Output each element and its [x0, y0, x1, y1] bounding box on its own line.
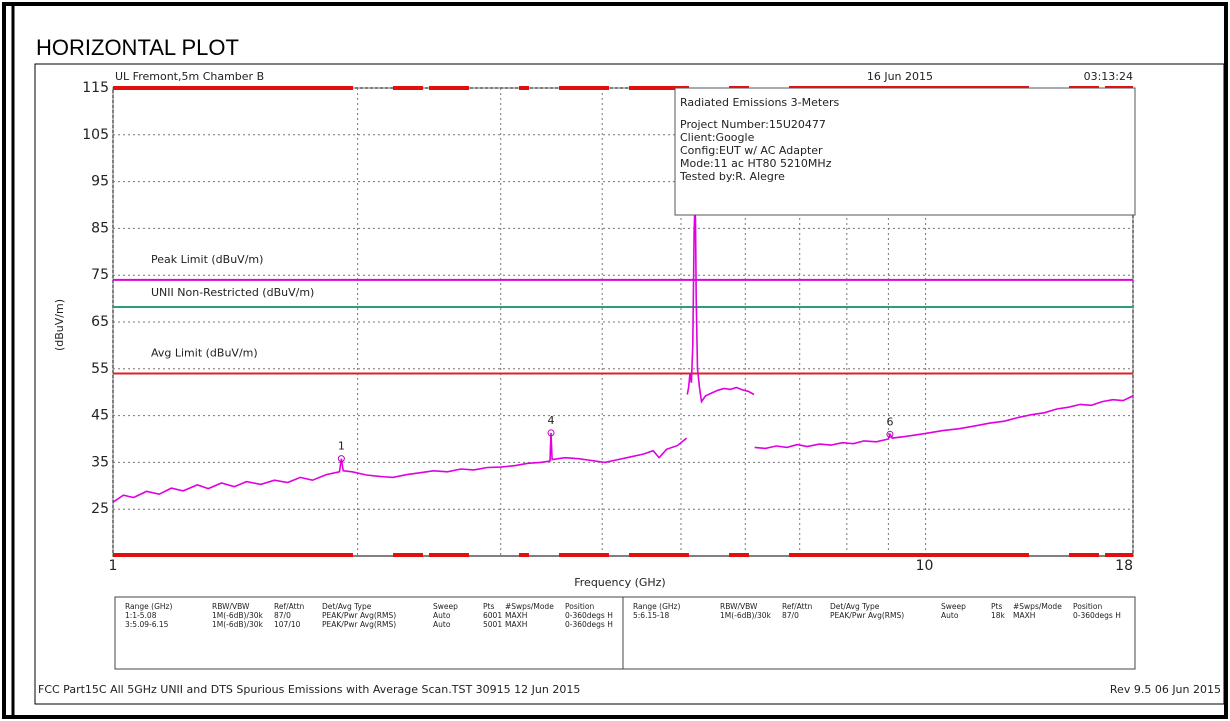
table-cell: 1M(-6dB)/30k [720, 611, 772, 620]
table-cell: PEAK/Pwr Avg(RMS) [322, 611, 396, 620]
info-line: Mode:11 ac HT80 5210MHz [680, 157, 832, 170]
table-cell: 18k [991, 611, 1006, 620]
table-header: Det/Avg Type [322, 602, 372, 611]
table-cell: 87/0 [782, 611, 799, 620]
y-tick-label: 115 [82, 80, 109, 96]
info-line: Tested by:R. Alegre [679, 170, 785, 183]
y-tick-label: 45 [91, 408, 109, 424]
table-cell: 1M(-6dB)/30k [212, 620, 264, 629]
table-cell: 1M(-6dB)/30k [212, 611, 264, 620]
info-line: Project Number:15U20477 [680, 118, 826, 131]
table-cell: MAXH [505, 620, 527, 629]
site-label: UL Fremont,5m Chamber B [115, 70, 264, 83]
marker [547, 429, 555, 437]
x-axis-label: Frequency (GHz) [574, 576, 665, 589]
time-label: 03:13:24 [1084, 70, 1133, 83]
marker [337, 455, 345, 463]
y-tick-label: 35 [91, 454, 109, 470]
info-title: Radiated Emissions 3-Meters [680, 96, 839, 109]
limit-label: Peak Limit (dBuV/m) [151, 253, 263, 266]
table-cell: Auto [433, 620, 451, 629]
y-tick-label: 75 [91, 267, 109, 283]
table-cell: 5001 [483, 620, 502, 629]
table-cell: PEAK/Pwr Avg(RMS) [322, 620, 396, 629]
footer-left: FCC Part15C All 5GHz UNII and DTS Spurio… [38, 683, 580, 696]
table-header: Position [565, 602, 594, 611]
marker [886, 430, 894, 438]
marker-label: 4 [548, 414, 555, 427]
table-cell: 5:6.15-18 [633, 611, 669, 620]
table-header: Ref/Attn [274, 602, 305, 611]
table-cell: 0-360degs H [565, 620, 613, 629]
table-header: Pts [483, 602, 494, 611]
table-cell: 1:1-5.08 [125, 611, 157, 620]
table-header: RBW/VBW [212, 602, 250, 611]
y-tick-label: 55 [91, 361, 109, 377]
table-cell: 3:5.09-6.15 [125, 620, 169, 629]
table-cell: Auto [941, 611, 959, 620]
marker-label: 6 [886, 415, 893, 428]
table-cell: 0-360degs H [1073, 611, 1121, 620]
y-axis-label: (dBuV/m) [53, 299, 66, 351]
table-cell: 0-360degs H [565, 611, 613, 620]
table-header: Pts [991, 602, 1002, 611]
y-tick-label: 105 [82, 127, 109, 143]
date-label: 16 Jun 2015 [867, 70, 933, 83]
table-header: Sweep [941, 602, 966, 611]
marker-label: 1 [338, 440, 345, 453]
table-header: Range (GHz) [633, 602, 680, 611]
footer-right: Rev 9.5 06 Jun 2015 [1110, 683, 1221, 696]
table-header: RBW/VBW [720, 602, 758, 611]
info-line: Client:Google [680, 131, 755, 144]
table-header: Ref/Attn [782, 602, 813, 611]
y-tick-label: 25 [91, 501, 109, 517]
table-header: #Swps/Mode [1013, 602, 1062, 611]
table-cell: MAXH [505, 611, 527, 620]
settings-table [114, 596, 1136, 670]
y-tick-label: 95 [91, 174, 109, 190]
y-tick-label: 65 [91, 314, 109, 330]
limit-label: UNII Non-Restricted (dBuV/m) [151, 286, 314, 299]
x-tick-label: 10 [916, 558, 934, 574]
trace [112, 209, 1134, 503]
table-cell: 107/10 [274, 620, 301, 629]
info-line: Config:EUT w/ AC Adapter [680, 144, 823, 157]
table-cell: MAXH [1013, 611, 1035, 620]
table-header: #Swps/Mode [505, 602, 554, 611]
table-header: Det/Avg Type [830, 602, 880, 611]
table-cell: 6001 [483, 611, 502, 620]
table-header: Range (GHz) [125, 602, 172, 611]
limit-label: Avg Limit (dBuV/m) [151, 346, 258, 359]
x-tick-label: 18 [1115, 558, 1133, 574]
inner-frame [34, 63, 1225, 705]
plot-title: HORIZONTAL PLOT [36, 35, 239, 60]
info-box [674, 87, 1136, 216]
x-tick-label: 1 [109, 558, 118, 574]
table-cell: 87/0 [274, 611, 291, 620]
table-header: Position [1073, 602, 1102, 611]
table-cell: PEAK/Pwr Avg(RMS) [830, 611, 904, 620]
y-tick-label: 85 [91, 220, 109, 236]
table-header: Sweep [433, 602, 458, 611]
table-cell: Auto [433, 611, 451, 620]
